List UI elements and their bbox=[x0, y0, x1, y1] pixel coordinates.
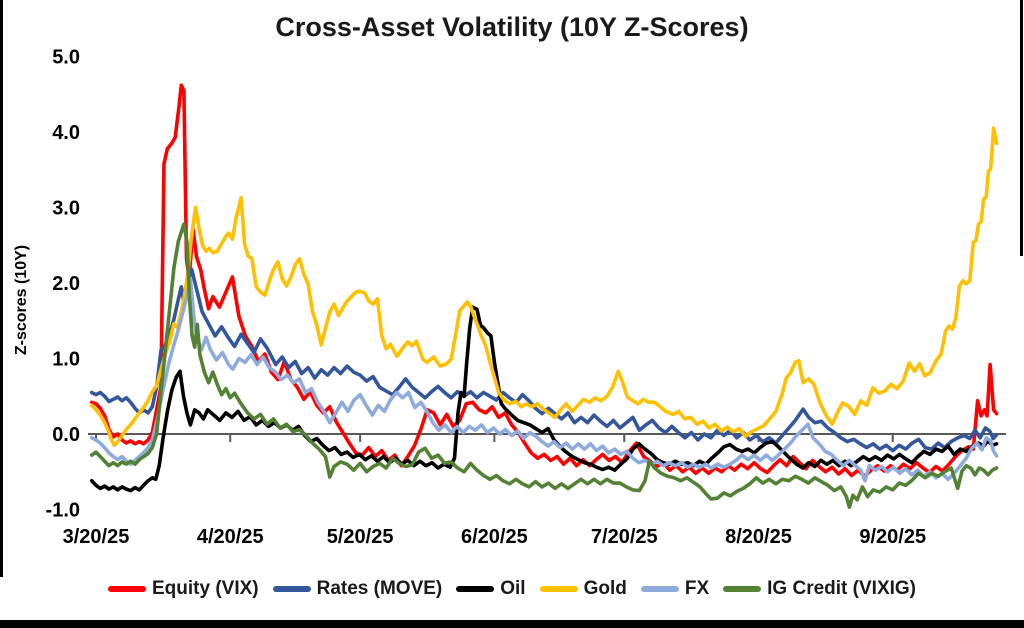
y-tick-label: -1.0 bbox=[46, 500, 80, 522]
x-tick-label: 9/20/25 bbox=[859, 526, 926, 548]
series-line-rates-move bbox=[89, 267, 999, 453]
legend-item-ig-credit-vixig: IG Credit (VIXIG) bbox=[723, 578, 916, 600]
legend-label: Rates (MOVE) bbox=[316, 578, 443, 599]
legend-swatch-rates-move bbox=[272, 586, 311, 592]
y-tick-label: 0.0 bbox=[52, 424, 80, 446]
legend-label: Equity (VIX) bbox=[151, 578, 259, 599]
y-tick-label: 2.0 bbox=[52, 273, 80, 295]
x-tick-label: 4/20/25 bbox=[197, 526, 264, 548]
y-tick-label: 3.0 bbox=[52, 198, 80, 220]
series-line-ig-credit-vixig bbox=[89, 222, 999, 510]
y-axis-title: Z-scores (10Y) bbox=[13, 245, 30, 355]
series-line-equity-vix bbox=[89, 83, 999, 479]
chart-legend: Equity (VIX) Rates (MOVE) Oil Gold FX IG Cred… bbox=[0, 578, 1024, 600]
x-tick-label: 8/20/25 bbox=[725, 526, 792, 548]
image-border-right bbox=[1020, 0, 1023, 256]
legend-item-equity-vix: Equity (VIX) bbox=[107, 578, 259, 600]
series-line-oil bbox=[89, 305, 999, 493]
legend-swatch-gold bbox=[539, 586, 578, 592]
legend-item-fx: FX bbox=[640, 578, 710, 600]
x-tick-label: 7/20/25 bbox=[591, 526, 658, 548]
image-border-left bbox=[0, 0, 3, 577]
legend-swatch-fx bbox=[640, 586, 679, 592]
series-layer bbox=[89, 83, 999, 510]
legend-swatch-ig-credit-vixig bbox=[723, 586, 762, 592]
legend-label: IG Credit (VIXIG) bbox=[767, 578, 917, 599]
legend-item-rates-move: Rates (MOVE) bbox=[272, 578, 443, 600]
axis-layer: 3/20/25 4/20/25 5/20/25 6/20/25 7/20/25 8/20/… bbox=[46, 47, 1006, 548]
x-tick-label: 6/20/25 bbox=[461, 526, 528, 548]
image-border-bottom bbox=[0, 620, 1024, 628]
x-tick-label: 3/20/25 bbox=[63, 526, 130, 548]
legend-swatch-equity-vix bbox=[107, 586, 146, 592]
y-tick-label: 1.0 bbox=[52, 349, 80, 371]
legend-label: FX bbox=[684, 578, 710, 599]
chart-title: Cross-Asset Volatility (10Y Z-Scores) bbox=[275, 12, 749, 42]
series-line-gold bbox=[89, 126, 999, 448]
legend-label: Oil bbox=[500, 578, 526, 599]
legend-label: Gold bbox=[583, 578, 627, 599]
series-line-fx bbox=[89, 277, 999, 483]
y-tick-label: 4.0 bbox=[52, 122, 80, 144]
y-tick-label: 5.0 bbox=[52, 47, 80, 69]
legend-item-gold: Gold bbox=[539, 578, 627, 600]
legend-item-oil: Oil bbox=[456, 578, 526, 600]
x-tick-label: 5/20/25 bbox=[327, 526, 394, 548]
legend-swatch-oil bbox=[456, 586, 495, 592]
